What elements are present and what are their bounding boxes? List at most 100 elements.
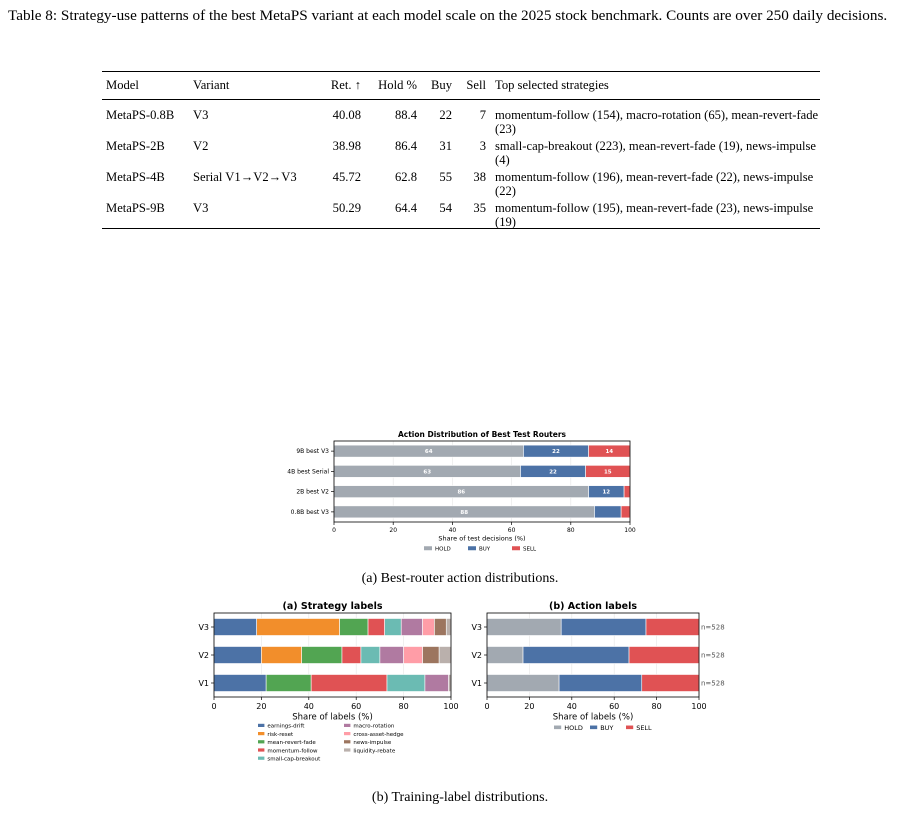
- x-tick-label: 60: [609, 702, 619, 711]
- cell-variant: V2: [193, 139, 209, 153]
- cell-ret: 50.29: [332, 201, 361, 215]
- cell-model: MetaPS-9B: [106, 201, 165, 215]
- bar-segment: [256, 618, 340, 636]
- legend-label: risk-reset: [267, 732, 294, 738]
- cell-sell: 3: [479, 139, 486, 153]
- legend-swatch: [258, 740, 265, 744]
- cell-model: MetaPS-2B: [106, 139, 165, 153]
- bar-segment: [265, 674, 312, 692]
- header-ret: Ret. ↑: [330, 78, 361, 92]
- bar-segment: [645, 618, 700, 636]
- cell-buy: 54: [439, 201, 452, 215]
- legend-swatch: [344, 723, 351, 727]
- bar-segment: [400, 618, 423, 636]
- header-strategies: Top selected strategies: [495, 78, 609, 92]
- legend-label: BUY: [600, 724, 613, 732]
- bar-segment: [438, 646, 452, 664]
- x-tick-label: 0: [211, 702, 216, 711]
- legend-swatch: [258, 748, 265, 752]
- bar-segment: [434, 618, 447, 636]
- cell-variant: V3: [193, 201, 209, 215]
- legend-swatch: [554, 725, 562, 730]
- legend-swatch: [344, 732, 351, 736]
- chart-title: (a) Strategy labels: [283, 601, 383, 612]
- cell-buy: 55: [439, 170, 452, 184]
- x-axis-label: Share of test decisions (%): [438, 535, 525, 543]
- plot-frame: [486, 612, 700, 698]
- cell-hold: 86.4: [394, 139, 417, 153]
- figure-a-caption: (a) Best-router action distributions.: [361, 571, 559, 586]
- cell-sell: 35: [473, 201, 486, 215]
- bar-segment: [641, 674, 700, 692]
- legend-label: small-cap-breakout: [267, 756, 321, 762]
- bar-segment: [523, 444, 589, 458]
- legend-swatch: [590, 725, 598, 730]
- bar-segment: [486, 646, 524, 664]
- bar-value-label: 12: [602, 490, 610, 496]
- y-tick-label: V2: [471, 651, 482, 660]
- chart-title: Action Distribution of Best Test Routers: [398, 430, 567, 439]
- cell-variant: Serial V1→V2→V3: [193, 170, 297, 184]
- bar-value-label: 22: [552, 449, 560, 455]
- bar-value-label: 22: [549, 469, 557, 475]
- x-tick-label: 0: [484, 702, 489, 711]
- legend-swatch: [258, 756, 265, 760]
- bar-segment: [341, 646, 362, 664]
- cell-strategies: momentum-follow (196), mean-revert-fade …: [495, 170, 814, 198]
- bar-segment: [333, 465, 521, 478]
- x-tick-label: 20: [524, 702, 534, 711]
- x-axis-label: Share of labels (%): [553, 713, 634, 723]
- cell-buy: 22: [439, 108, 452, 122]
- x-tick-label: 80: [652, 702, 662, 711]
- plot-frame: [213, 612, 452, 698]
- y-tick-label: 9B best V3: [296, 448, 329, 455]
- legend-label: BUY: [479, 547, 491, 553]
- table-row: MetaPS-2B V2 38.98 86.4 31 3 small-cap-b…: [102, 135, 820, 167]
- cell-sell: 38: [473, 170, 486, 184]
- x-tick-label: 100: [443, 702, 458, 711]
- x-tick-label: 80: [567, 527, 575, 534]
- table-top-rule: [102, 71, 820, 72]
- cell-model: MetaPS-0.8B: [106, 108, 175, 122]
- legend-swatch: [424, 546, 432, 551]
- table-bottom-rule: [102, 228, 820, 229]
- bar-segment: [623, 485, 631, 498]
- header-variant: Variant: [193, 78, 230, 92]
- bar-segment: [379, 646, 404, 664]
- bar-segment: [424, 674, 449, 692]
- bar-segment: [520, 465, 586, 478]
- bar-value-label: 88: [460, 510, 468, 516]
- bar-segment: [448, 674, 452, 692]
- bar-segment: [486, 674, 560, 692]
- cell-hold: 62.8: [394, 170, 417, 184]
- header-hold: Hold %: [378, 78, 417, 92]
- y-tick-label: V2: [198, 651, 209, 660]
- x-tick-label: 60: [351, 702, 361, 711]
- legend-swatch: [344, 740, 351, 744]
- bar-segment: [620, 505, 631, 519]
- bar-segment: [403, 646, 423, 664]
- cell-ret: 40.08: [332, 108, 361, 122]
- header-sell: Sell: [466, 78, 486, 92]
- x-tick-label: 80: [399, 702, 409, 711]
- cell-strategies: momentum-follow (195), mean-revert-fade …: [495, 201, 814, 229]
- bar-segment: [333, 444, 524, 458]
- legend-swatch: [258, 723, 265, 727]
- bar-segment: [628, 646, 700, 664]
- cell-buy: 31: [439, 139, 452, 153]
- table-row: MetaPS-4B Serial V1→V2→V3 45.72 62.8 55 …: [102, 166, 820, 198]
- bar-segment: [422, 618, 435, 636]
- legend-swatch: [258, 732, 265, 736]
- cell-strategies: small-cap-breakout (223), mean-revert-fa…: [495, 139, 817, 167]
- y-tick-label: V1: [471, 679, 482, 688]
- table-mid-rule: [102, 99, 820, 100]
- bar-value-label: 14: [605, 449, 613, 455]
- cell-hold: 64.4: [394, 201, 417, 215]
- bar-segment: [522, 646, 630, 664]
- bar-segment: [213, 618, 257, 636]
- legend-swatch: [468, 546, 476, 551]
- x-tick-label: 100: [691, 702, 706, 711]
- bar-segment: [422, 646, 440, 664]
- legend-label: earnings-drift: [267, 724, 305, 730]
- cell-variant: V3: [193, 108, 209, 122]
